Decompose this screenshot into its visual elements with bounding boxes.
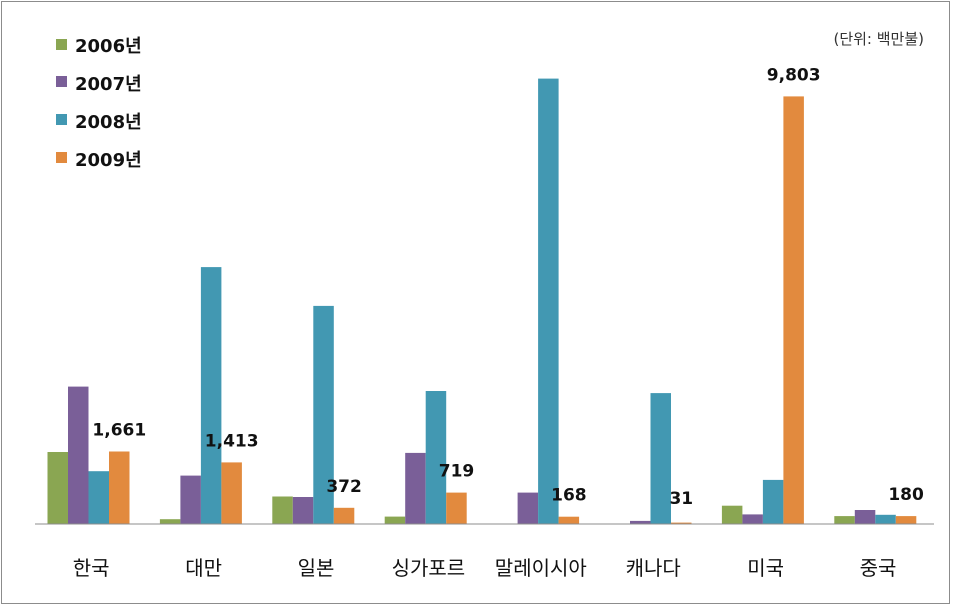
bar-2007-6 bbox=[742, 514, 763, 524]
bar-2006-2 bbox=[272, 496, 293, 524]
data-label-2009-0: 1,661 bbox=[92, 421, 146, 441]
category-label-6: 미국 bbox=[747, 556, 784, 580]
bar-2008-4 bbox=[538, 78, 559, 524]
bar-2008-3 bbox=[425, 391, 447, 524]
unit-label: (단위: 백만불) bbox=[833, 30, 924, 48]
category-label-3: 싱가포르 bbox=[392, 556, 466, 580]
bar-2008-2 bbox=[313, 305, 334, 524]
data-label-2009-3: 719 bbox=[439, 462, 475, 482]
bar-2009-1 bbox=[221, 462, 242, 524]
bar-2006-7 bbox=[834, 516, 855, 524]
bar-2009-7 bbox=[895, 516, 917, 524]
bar-2007-0 bbox=[68, 386, 89, 524]
bar-2006-0 bbox=[47, 452, 68, 524]
bar-2008-7 bbox=[875, 514, 896, 524]
legend: 2006년 2007년 2008년 2009년 bbox=[56, 36, 142, 171]
bar-2009-5 bbox=[671, 522, 692, 524]
legend-swatch-2007 bbox=[56, 76, 67, 87]
bar-2009-6 bbox=[783, 96, 804, 525]
bar-2007-1 bbox=[180, 475, 201, 524]
category-label-2: 일본 bbox=[298, 556, 335, 580]
legend-label-2009: 2009년 bbox=[75, 150, 142, 171]
data-label-2009-1: 1,413 bbox=[205, 431, 259, 451]
category-labels-group: 한국 대만 일본 싱가포르 말레이시아 캐나다 미국 중국 bbox=[73, 556, 897, 580]
bar-2008-1 bbox=[200, 267, 222, 524]
category-label-0: 한국 bbox=[73, 556, 110, 580]
bar-2009-3 bbox=[446, 492, 467, 524]
bar-2009-2 bbox=[333, 507, 355, 524]
category-label-5: 캐나다 bbox=[626, 556, 681, 580]
bar-2006-6 bbox=[721, 505, 743, 524]
bar-2009-4 bbox=[558, 516, 580, 524]
legend-label-2007: 2007년 bbox=[75, 74, 142, 95]
bar-2007-3 bbox=[405, 452, 426, 524]
data-label-2009-6: 9,803 bbox=[767, 65, 821, 85]
category-label-4: 말레이시아 bbox=[495, 556, 587, 580]
legend-label-2006: 2006년 bbox=[75, 36, 142, 57]
data-label-2009-4: 168 bbox=[551, 486, 587, 506]
category-label-7: 중국 bbox=[860, 556, 897, 580]
bar-2008-6 bbox=[762, 479, 784, 524]
data-label-2009-5: 31 bbox=[669, 489, 693, 509]
bar-2007-5 bbox=[630, 520, 651, 524]
data-labels-group: 1,661 1,413 372 719 168 31 9,803 180 bbox=[92, 65, 924, 509]
category-label-1: 대만 bbox=[185, 556, 222, 580]
bar-2007-4 bbox=[517, 492, 539, 524]
legend-swatch-2009 bbox=[56, 152, 67, 163]
bar-2006-3 bbox=[384, 516, 406, 524]
bar-2007-7 bbox=[854, 510, 876, 524]
bar-2008-5 bbox=[650, 393, 671, 524]
bar-2007-2 bbox=[292, 497, 314, 524]
bar-2008-0 bbox=[88, 471, 109, 524]
legend-swatch-2008 bbox=[56, 114, 67, 125]
data-label-2009-7: 180 bbox=[888, 485, 924, 505]
bars-group bbox=[47, 78, 917, 525]
legend-swatch-2006 bbox=[56, 39, 67, 50]
bar-2006-1 bbox=[159, 519, 181, 524]
data-label-2009-2: 372 bbox=[326, 477, 362, 497]
legend-label-2008: 2008년 bbox=[75, 112, 142, 133]
bar-2009-0 bbox=[109, 451, 130, 524]
